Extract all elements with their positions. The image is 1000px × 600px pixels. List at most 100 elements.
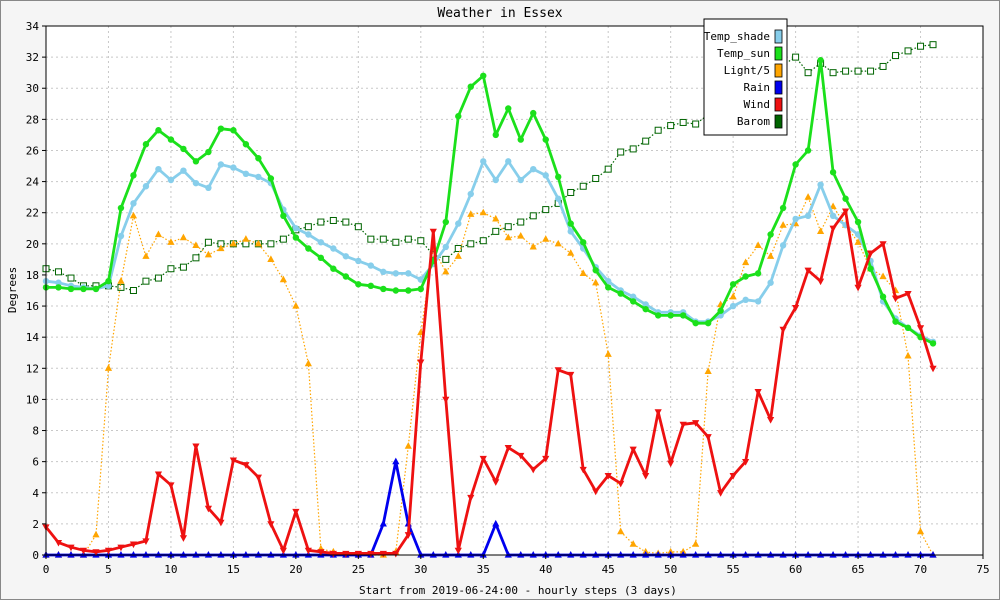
data-point-barom [542,206,550,214]
data-point-temp-shade [729,302,737,310]
data-point-rain [692,551,700,558]
data-point-light-5 [192,241,200,248]
data-point-wind [879,241,887,248]
data-point-rain [192,551,200,558]
data-point-light-5 [816,227,825,234]
data-point-wind [442,396,450,404]
y-tick-label: 22 [26,207,39,220]
data-point-temp-sun [867,265,874,272]
data-point-temp-sun [355,281,362,288]
data-point-barom [792,53,800,61]
data-point-rain [167,551,175,558]
data-point-temp-shade [792,215,799,223]
data-point-light-5 [492,214,500,222]
data-point-light-5 [517,232,525,239]
legend: Temp_shade Temp_sun Light/5 Rain Wind Barom [703,18,788,136]
data-point-wind [904,291,912,298]
data-point-rain [816,551,825,558]
data-point-temp-sun [629,298,637,305]
data-point-light-5 [754,241,762,248]
data-point-barom [617,148,625,156]
data-point-wind [129,541,138,549]
data-point-light-5 [154,230,163,238]
legend-label: Barom [737,115,770,128]
data-point-light-5 [467,210,475,217]
data-point-wind [592,488,600,496]
data-point-wind [717,490,725,497]
data-point-light-5 [92,530,100,538]
data-point-wind [217,519,225,527]
data-point-temp-sun [555,173,562,181]
data-point-temp-shade [542,172,549,179]
data-point-wind [492,479,500,486]
data-point-temp-sun [167,136,175,143]
data-point-rain [779,551,787,558]
data-point-temp-sun [130,172,137,179]
data-point-temp-sun [530,109,537,117]
data-point-temp-sun [330,265,337,272]
data-point-wind [567,371,575,379]
data-point-rain [517,551,525,558]
data-point-temp-sun [492,131,499,139]
data-point-temp-sun [67,285,75,293]
data-point-wind [617,480,625,488]
x-tick-label: 55 [727,563,740,576]
data-point-rain [129,551,138,558]
data-point-wind [891,295,900,303]
y-tick-label: 2 [32,518,39,531]
data-point-rain [417,551,425,558]
y-tick-label: 26 [26,144,39,157]
data-point-light-5 [479,208,487,216]
data-point-wind [916,325,925,332]
series-line-wind [44,209,935,555]
data-point-barom [804,69,812,77]
data-point-barom [404,235,412,243]
data-point-temp-sun [580,239,587,246]
data-point-temp-sun [230,127,237,134]
y-tick-label: 6 [32,456,39,469]
data-point-rain [379,519,387,527]
data-point-wind [192,443,200,451]
y-tick-label: 10 [26,393,39,406]
data-point-barom [629,145,637,153]
data-point-barom [679,118,687,126]
data-point-light-5 [242,235,250,242]
data-point-barom [467,240,475,248]
data-point-rain [804,551,812,558]
data-point-temp-shade [417,276,424,283]
data-point-temp-shade [130,200,137,207]
data-point-temp-sun [142,141,150,148]
data-point-temp-shade [517,176,524,184]
data-point-wind [229,457,237,465]
data-point-rain [67,551,75,558]
data-point-rain [654,551,662,558]
data-point-temp-sun [267,175,275,182]
data-point-wind [317,549,325,556]
data-point-temp-shade [305,231,312,238]
series-temp-sun [42,57,937,347]
data-point-wind [92,549,100,556]
y-axis-label: Degrees [6,267,19,313]
x-tick-label: 40 [539,563,552,576]
data-point-rain [292,551,300,558]
data-point-wind [104,547,113,555]
data-point-temp-shade [642,301,649,308]
data-point-rain [916,551,925,558]
data-point-temp-sun [617,290,624,297]
data-point-temp-shade [292,225,300,232]
data-point-rain [492,519,500,527]
y-tick-label: 8 [32,425,39,438]
data-point-temp-shade [255,173,262,181]
data-point-rain [554,551,562,558]
data-point-temp-sun [392,287,400,294]
data-point-wind [729,473,737,480]
data-point-rain [479,551,487,558]
data-point-wind [792,305,800,312]
data-point-rain [542,551,550,558]
data-point-temp-shade [829,212,837,220]
data-point-light-5 [217,244,225,252]
data-point-temp-sun [654,312,662,319]
data-point-light-5 [504,233,512,241]
data-point-rain [242,551,250,558]
